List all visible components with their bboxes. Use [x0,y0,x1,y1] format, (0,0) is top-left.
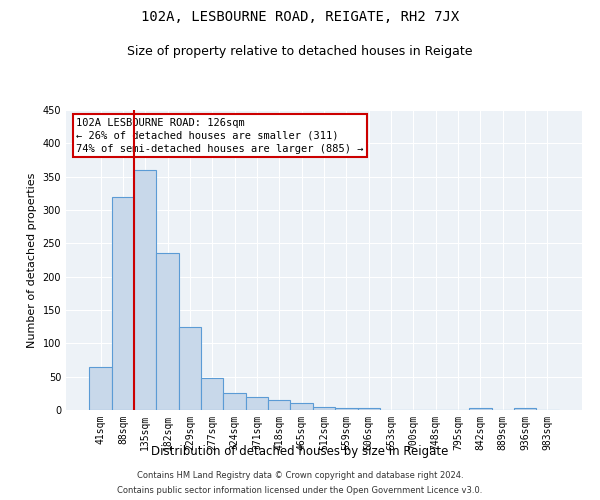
Text: Contains public sector information licensed under the Open Government Licence v3: Contains public sector information licen… [118,486,482,495]
Text: Distribution of detached houses by size in Reigate: Distribution of detached houses by size … [151,445,449,458]
Bar [223,394,246,410]
Bar [157,254,179,410]
Text: 102A LESBOURNE ROAD: 126sqm
← 26% of detached houses are smaller (311)
74% of se: 102A LESBOURNE ROAD: 126sqm ← 26% of det… [76,118,364,154]
Bar [290,404,313,410]
Bar [179,326,201,410]
Bar [201,378,223,410]
Text: 102A, LESBOURNE ROAD, REIGATE, RH2 7JX: 102A, LESBOURNE ROAD, REIGATE, RH2 7JX [141,10,459,24]
Bar [514,408,536,410]
Text: Contains HM Land Registry data © Crown copyright and database right 2024.: Contains HM Land Registry data © Crown c… [137,471,463,480]
Y-axis label: Number of detached properties: Number of detached properties [27,172,37,348]
Bar [469,408,491,410]
Text: Size of property relative to detached houses in Reigate: Size of property relative to detached ho… [127,45,473,58]
Bar [358,408,380,410]
Bar [134,170,157,410]
Bar [112,196,134,410]
Bar [246,396,268,410]
Bar [313,406,335,410]
Bar [89,366,112,410]
Bar [268,400,290,410]
Bar [335,408,358,410]
